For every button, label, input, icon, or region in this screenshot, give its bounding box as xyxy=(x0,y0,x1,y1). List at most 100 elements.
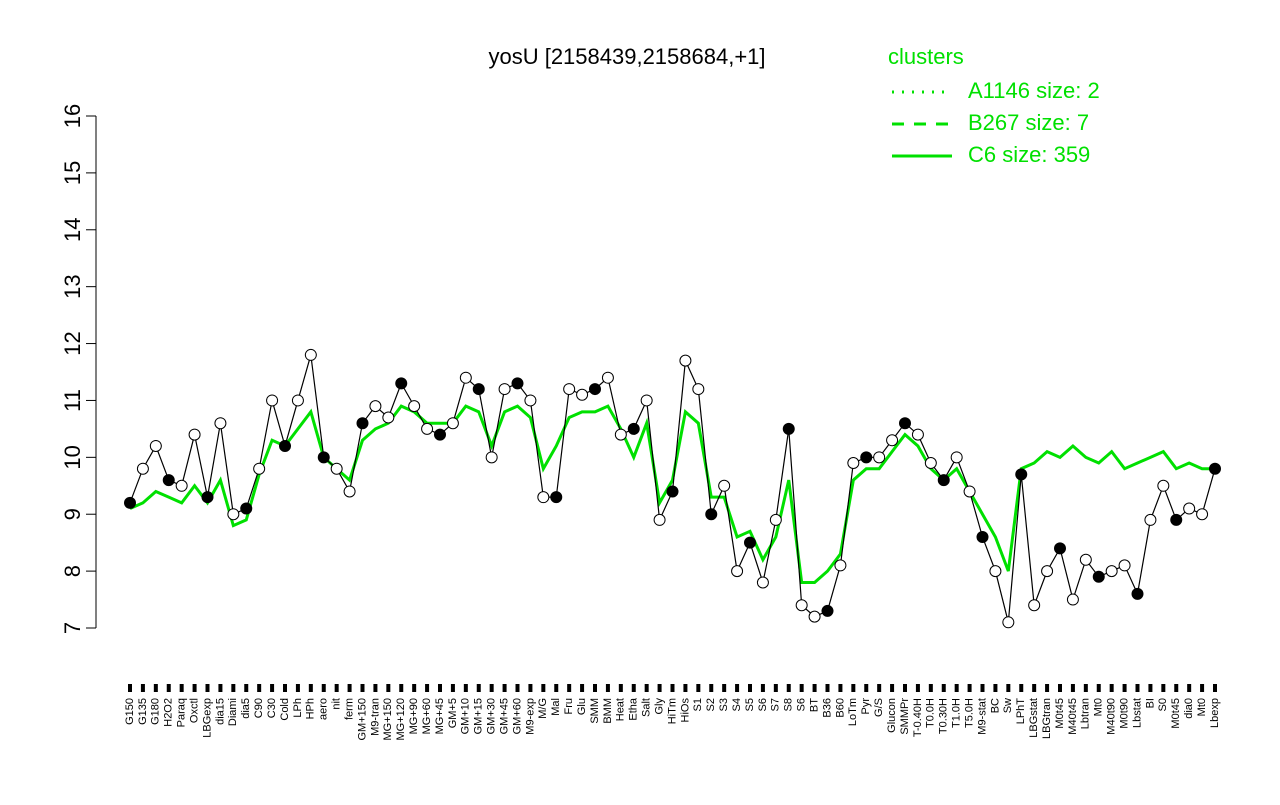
x-tick xyxy=(941,684,946,692)
data-point xyxy=(653,513,666,526)
x-tick xyxy=(825,684,830,692)
x-tick-label: T0.30H xyxy=(938,698,950,734)
data-point xyxy=(201,491,214,504)
data-point xyxy=(744,536,756,549)
x-tick-label: B60 xyxy=(834,698,846,718)
x-tick xyxy=(877,684,882,692)
x-tick-label: MG+60 xyxy=(421,698,433,734)
data-point xyxy=(1183,502,1196,515)
x-tick xyxy=(386,684,391,692)
data-point xyxy=(614,428,627,441)
data-point xyxy=(756,576,769,589)
x-tick-label: HiTm xyxy=(666,698,678,724)
data-point xyxy=(589,383,601,396)
data-point xyxy=(524,394,537,407)
x-tick-label: aero xyxy=(318,698,330,720)
y-tick-label: 15 xyxy=(60,161,85,185)
x-tick xyxy=(838,684,843,692)
x-tick xyxy=(1122,684,1127,692)
data-point xyxy=(692,383,705,396)
x-tick-label: GM+5 xyxy=(447,698,459,728)
x-tick-label: Lbstat xyxy=(1131,698,1143,728)
x-tick-label: Mt0 xyxy=(1093,698,1105,716)
x-tick xyxy=(631,684,636,692)
data-point xyxy=(1105,565,1118,578)
x-tick-label: LPh xyxy=(292,698,304,718)
x-tick-label: MG+120 xyxy=(395,698,407,741)
data-point xyxy=(860,451,873,464)
x-tick xyxy=(1148,684,1153,692)
x-tick-label: S1 xyxy=(692,698,704,711)
x-tick xyxy=(554,684,559,692)
x-tick xyxy=(1109,684,1114,692)
data-point xyxy=(550,491,563,504)
data-point xyxy=(1131,587,1144,600)
x-tick-label: Glu xyxy=(576,698,588,715)
x-tick-label: M40t90 xyxy=(1106,698,1118,735)
x-tick xyxy=(425,684,430,692)
x-tick-label: Glucon xyxy=(886,698,898,733)
x-tick-label: G135 xyxy=(137,698,149,725)
x-tick xyxy=(218,684,223,692)
x-tick xyxy=(244,684,249,692)
x-tick-label: LBGexp xyxy=(201,698,213,738)
data-point xyxy=(989,565,1002,578)
data-point xyxy=(769,513,782,526)
x-tick xyxy=(502,684,507,692)
data-point xyxy=(266,394,279,407)
x-tick-label: Sw xyxy=(1002,698,1014,713)
x-tick-label: Pyr xyxy=(860,698,872,715)
x-tick xyxy=(735,684,740,692)
x-tick xyxy=(1019,684,1024,692)
data-point xyxy=(124,496,136,509)
data-point xyxy=(576,388,589,401)
x-tick xyxy=(670,684,675,692)
data-point xyxy=(330,462,343,475)
data-point xyxy=(1002,616,1015,629)
data-point xyxy=(1157,479,1170,492)
x-tick-label: T-0.40H xyxy=(912,698,924,737)
x-tick-label: GM+10 xyxy=(460,698,472,734)
x-tick-label: Paraq xyxy=(176,698,188,727)
x-tick-label: M/G xyxy=(537,698,549,719)
data-point xyxy=(149,439,162,452)
x-tick xyxy=(1174,684,1179,692)
data-point xyxy=(511,377,524,390)
x-tick xyxy=(438,684,442,692)
data-point xyxy=(472,383,485,396)
x-tick xyxy=(580,684,585,692)
x-tick xyxy=(463,684,468,692)
x-tick-label: GM+60 xyxy=(511,698,523,734)
x-tick xyxy=(450,684,455,692)
x-tick-label: BC xyxy=(989,698,1001,713)
x-tick xyxy=(334,684,339,692)
x-tick xyxy=(851,684,856,692)
x-tick xyxy=(1058,684,1062,692)
x-tick-label: Oxctl xyxy=(188,698,200,723)
data-point xyxy=(395,377,408,390)
x-tick-label: dia5 xyxy=(240,698,252,719)
data-point xyxy=(537,491,550,504)
x-tick xyxy=(153,684,158,692)
x-tick-label: B36 xyxy=(821,698,833,718)
data-point xyxy=(253,462,266,475)
data-point xyxy=(175,479,188,492)
x-tick xyxy=(476,684,481,692)
data-point xyxy=(421,422,434,435)
data-point xyxy=(291,394,304,407)
x-tick xyxy=(722,684,727,692)
x-tick xyxy=(1006,684,1011,692)
x-tick-label: GM+15 xyxy=(473,698,485,734)
x-tick xyxy=(864,684,869,692)
x-tick xyxy=(1032,684,1037,692)
x-tick-label: C90 xyxy=(253,698,265,718)
x-tick xyxy=(903,684,907,692)
x-tick xyxy=(283,684,287,692)
x-tick-label: MG+150 xyxy=(382,698,394,741)
x-tick-label: S5 xyxy=(744,698,756,711)
x-tick-label: HiOs xyxy=(679,698,691,723)
data-point xyxy=(317,451,330,464)
data-point xyxy=(795,599,808,612)
data-point xyxy=(356,417,369,430)
data-point xyxy=(911,428,924,441)
